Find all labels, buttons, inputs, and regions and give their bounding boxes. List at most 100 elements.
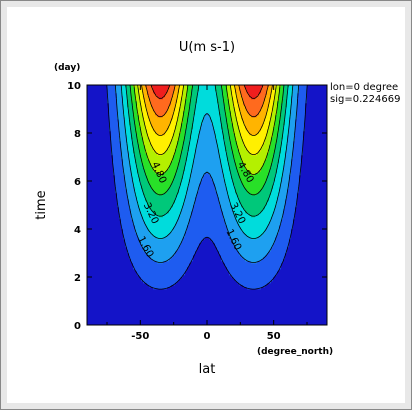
contour-cell (129, 109, 132, 112)
contour-cell (155, 239, 158, 242)
contour-cell (157, 289, 160, 292)
contour-cell (133, 107, 136, 110)
contour-cell (157, 175, 160, 178)
contour-cell (105, 167, 108, 170)
contour-cell (151, 235, 154, 238)
contour-cell (117, 191, 120, 194)
contour-cell (89, 311, 92, 314)
contour-cell (147, 121, 150, 124)
contour-cell (147, 205, 150, 208)
contour-cell (147, 151, 150, 154)
contour-cell (145, 97, 148, 100)
contour-cell (119, 305, 122, 308)
contour-cell (93, 195, 96, 198)
contour-cell (169, 309, 172, 312)
contour-cell (129, 205, 132, 208)
contour-cell (87, 297, 90, 300)
contour-cell (139, 219, 142, 222)
contour-cell (157, 137, 160, 140)
contour-cell (145, 287, 148, 290)
contour-cell (95, 275, 98, 278)
contour-cell (107, 173, 110, 176)
contour-cell (167, 157, 170, 160)
contour-cell (107, 307, 110, 310)
contour-cell (149, 243, 152, 246)
contour-cell (93, 171, 96, 174)
contour-cell (97, 323, 100, 325)
contour-cell (153, 293, 156, 296)
contour-cell (131, 317, 134, 320)
contour-cell (95, 215, 98, 218)
contour-cell (149, 147, 152, 150)
contour-cell (169, 221, 172, 224)
contour-cell (159, 295, 162, 298)
contour-cell (107, 243, 110, 246)
contour-cell (141, 171, 144, 174)
contour-cell (111, 137, 114, 140)
contour-cell (113, 113, 116, 116)
contour-cell (151, 99, 154, 102)
contour-cell (167, 303, 170, 306)
contour-cell (161, 235, 164, 238)
contour-cell (97, 263, 100, 266)
contour-cell (163, 283, 166, 286)
contour-cell (113, 249, 116, 252)
contour-cell (139, 135, 142, 138)
contour-cell (149, 111, 152, 114)
contour-cell (145, 241, 148, 244)
contour-cell (141, 85, 144, 88)
contour-cell (169, 251, 172, 254)
contour-cell (91, 93, 94, 96)
contour-cell (107, 259, 110, 262)
contour-cell (111, 219, 114, 222)
contour-cell (149, 175, 152, 178)
contour-cell (119, 291, 122, 294)
contour-cell (129, 181, 132, 184)
contour-cell (97, 289, 100, 292)
contour-cell (125, 255, 128, 258)
contour-cell (91, 249, 94, 252)
contour-cell (87, 253, 90, 256)
contour-cell (151, 119, 154, 122)
contour-cell (109, 85, 112, 88)
contour-cell (105, 245, 108, 248)
contour-cell (129, 143, 132, 146)
contour-cell (87, 263, 90, 266)
contour-cell (169, 197, 172, 200)
contour-cell (89, 299, 92, 302)
contour-cell (119, 241, 122, 244)
contour-cell (123, 171, 126, 174)
contour-cell (129, 267, 132, 270)
contour-cell (103, 317, 106, 320)
contour-cell (161, 91, 164, 94)
contour-cell (89, 271, 92, 274)
contour-cell (161, 287, 164, 290)
contour-cell (161, 203, 164, 206)
contour-cell (123, 131, 126, 134)
contour-cell (105, 207, 108, 210)
contour-cell (151, 111, 154, 114)
contour-cell (149, 143, 152, 146)
contour-cell (87, 155, 90, 158)
contour-cell (145, 255, 148, 258)
contour-cell (149, 97, 152, 100)
contour-cell (101, 157, 104, 160)
contour-cell (119, 265, 122, 268)
contour-cell (91, 209, 94, 212)
contour-cell (89, 141, 92, 144)
contour-cell (145, 307, 148, 310)
contour-cell (107, 281, 110, 284)
contour-cell (165, 215, 168, 218)
contour-cell (89, 199, 92, 202)
contour-cell (89, 179, 92, 182)
contour-cell (141, 237, 144, 240)
contour-cell (165, 227, 168, 230)
contour-cell (137, 215, 140, 218)
contour-cell (103, 251, 106, 254)
contour-cell (143, 89, 146, 92)
contour-cell (117, 283, 120, 286)
contour-cell (151, 277, 154, 280)
contour-cell (117, 89, 120, 92)
contour-cell (99, 239, 102, 242)
contour-cell (117, 171, 120, 174)
